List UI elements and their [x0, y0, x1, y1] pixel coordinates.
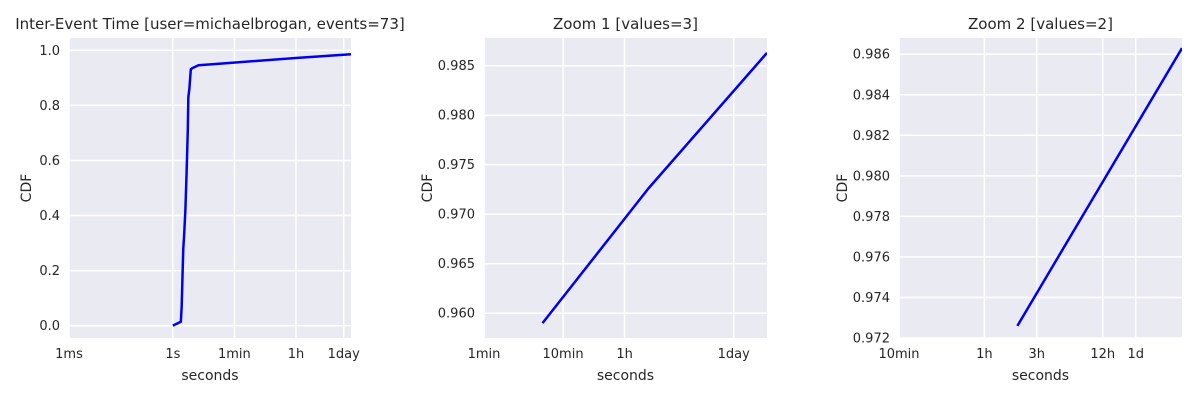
y-tick-label: 0.976	[853, 250, 890, 265]
chart-title: Zoom 1 [values=3]	[553, 15, 698, 33]
x-axis-label: seconds	[181, 368, 238, 384]
y-tick-label: 0.4	[39, 209, 60, 224]
x-tick-label: 1min	[468, 347, 501, 362]
y-tick-label: 0.970	[438, 208, 475, 223]
x-tick-label: 3h	[1028, 347, 1045, 362]
cdf-chart: 1ms 1s 1min 1h 1day 0.0 0.2 0.4 0.6 0.8 1.0 Inter-E…	[15, 15, 404, 384]
y-tick-label: 0.965	[438, 257, 475, 272]
x-tick-label: 1h	[976, 347, 993, 362]
x-tick-label: 1s	[165, 347, 180, 362]
chart-title: Inter-Event Time [user=michaelbrogan, ev…	[15, 15, 404, 33]
grid	[898, 38, 1182, 339]
x-tick-label: 12h	[1090, 347, 1115, 362]
plot-area	[899, 38, 1182, 338]
x-tick-label: 1h	[616, 347, 633, 362]
y-axis-label: CDF	[835, 174, 851, 203]
x-tick-label: 1min	[218, 347, 251, 362]
y-tick-label: 1.0	[39, 44, 60, 59]
y-tick-label: 0.978	[853, 210, 890, 225]
y-tick-label: 0.975	[438, 158, 475, 173]
x-axis-label: seconds	[597, 368, 654, 384]
y-tick-label: 0.985	[438, 59, 475, 74]
cdf-line	[1016, 47, 1182, 327]
x-tick-label: 10min	[543, 347, 584, 362]
grid	[68, 38, 351, 338]
y-tick-label: 0.960	[438, 307, 475, 322]
y-tick-label: 0.982	[853, 129, 890, 144]
y-tick-label: 0.974	[853, 291, 890, 306]
y-tick-label: 0.6	[39, 154, 60, 169]
x-tick-label: 1ms	[55, 347, 83, 362]
zoom2-chart: 10min 1h 3h 12h 1d 0.972 0.974 0.976 0.978 0.980 0…	[835, 15, 1182, 384]
chart-title: Zoom 2 [values=2]	[968, 15, 1113, 33]
plot-area	[484, 38, 767, 338]
cdf-line	[541, 52, 767, 324]
grid	[483, 38, 767, 338]
x-tick-label: 1day	[718, 347, 750, 362]
y-axis-label: CDF	[19, 174, 35, 203]
y-tick-label: 0.8	[39, 99, 60, 114]
y-tick-label: 0.984	[853, 88, 890, 103]
y-tick-label: 0.2	[39, 264, 60, 279]
cdf-line	[172, 52, 351, 327]
x-tick-label: 1h	[288, 347, 305, 362]
zoom1-chart: 1min 10min 1h 1day 0.960 0.965 0.970 0.975 0.980…	[420, 15, 767, 384]
x-tick-label: 1d	[1128, 347, 1145, 362]
y-tick-label: 0.980	[853, 169, 890, 184]
y-tick-label: 0.986	[853, 48, 890, 63]
x-axis-label: seconds	[1012, 368, 1069, 384]
x-tick-label: 10min	[878, 347, 919, 362]
y-tick-label: 0.972	[853, 332, 890, 347]
y-tick-label: 0.980	[438, 109, 475, 124]
plot-area	[69, 38, 351, 338]
y-tick-label: 0.0	[39, 319, 60, 334]
x-tick-label: 1day	[328, 347, 360, 362]
y-axis-label: CDF	[420, 174, 436, 203]
